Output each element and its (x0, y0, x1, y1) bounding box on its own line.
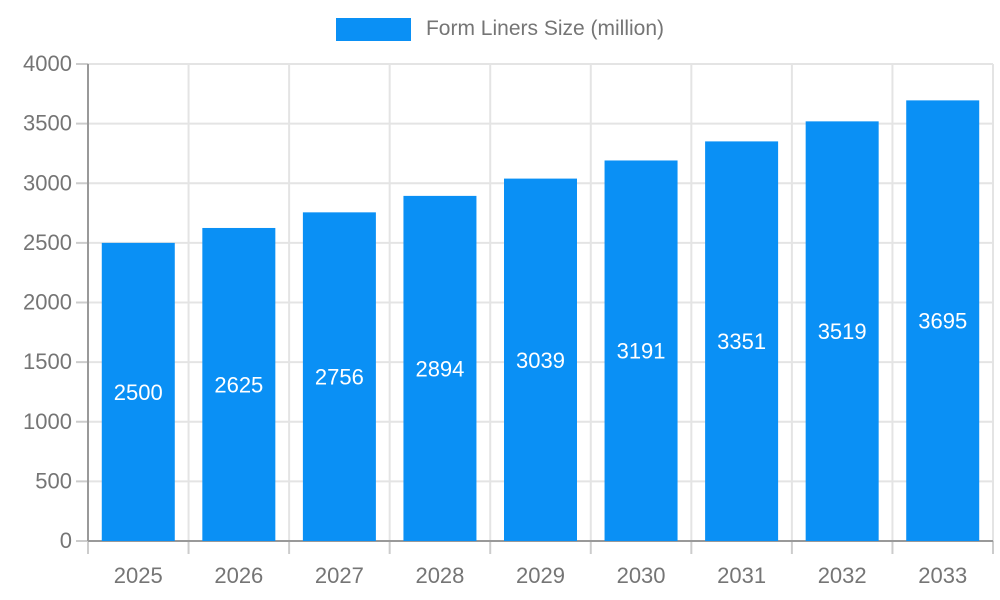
legend: Form Liners Size (million) (0, 17, 1000, 41)
y-tick-label: 1000 (23, 409, 72, 434)
legend-label: Form Liners Size (million) (425, 17, 665, 40)
y-tick-label: 0 (60, 528, 72, 553)
bar-value-label: 3039 (516, 348, 565, 373)
bar-value-label: 3351 (717, 329, 766, 354)
bar (202, 227, 276, 541)
y-tick-label: 4000 (23, 51, 72, 76)
bar-value-label: 3695 (918, 309, 967, 334)
bar (705, 141, 779, 541)
bar-value-label: 3191 (617, 339, 666, 364)
bar (504, 178, 577, 541)
x-tick-label: 2030 (617, 563, 666, 588)
y-tick-label: 1500 (23, 349, 72, 374)
y-tick-label: 500 (35, 468, 72, 493)
bar (101, 242, 175, 541)
x-tick-label: 2032 (818, 563, 867, 588)
bar-value-label: 2756 (315, 365, 364, 390)
x-tick-label: 2027 (315, 563, 364, 588)
legend-swatch (335, 17, 411, 41)
x-tick-label: 2028 (415, 563, 464, 588)
x-tick-label: 2026 (214, 563, 263, 588)
y-tick-label: 3000 (23, 170, 72, 195)
bar-value-label: 3519 (818, 319, 867, 344)
bar (906, 100, 980, 541)
y-tick-label: 2500 (23, 230, 72, 255)
bar (302, 212, 376, 542)
bar-value-label: 2625 (214, 372, 263, 397)
y-tick-label: 2000 (23, 290, 72, 315)
x-tick-label: 2031 (717, 563, 766, 588)
bar (604, 160, 678, 541)
bar-value-label: 2500 (114, 380, 163, 405)
x-tick-label: 2033 (918, 563, 967, 588)
bar (805, 121, 879, 541)
bar-value-label: 2894 (415, 356, 464, 381)
y-tick-label: 3500 (23, 111, 72, 136)
x-tick-label: 2025 (114, 563, 163, 588)
bar (403, 195, 477, 541)
x-tick-label: 2029 (516, 563, 565, 588)
